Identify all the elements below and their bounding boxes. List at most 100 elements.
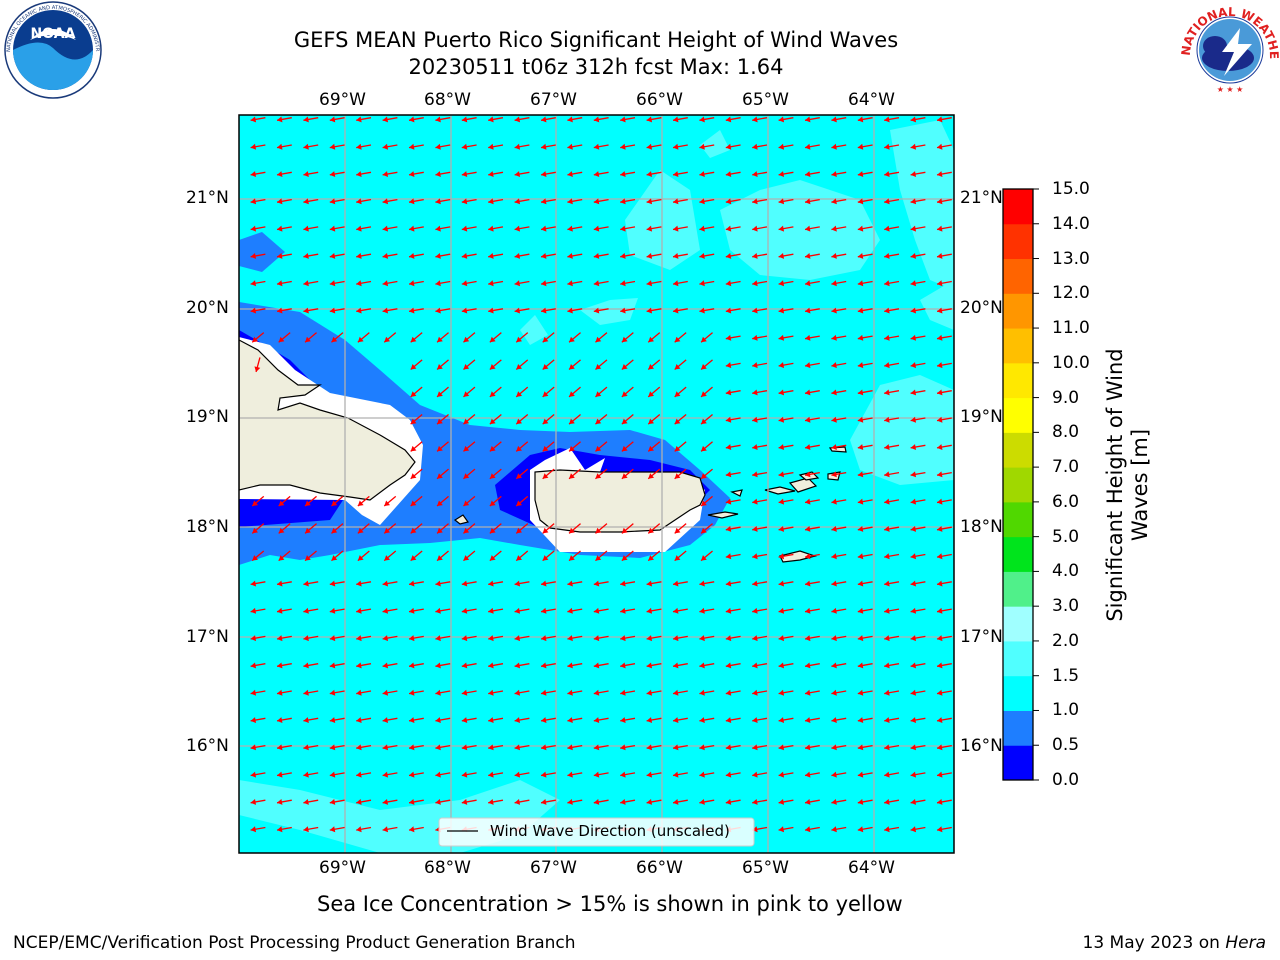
wind-wave-arrowhead xyxy=(857,498,864,505)
wind-wave-arrowhead xyxy=(542,527,549,534)
wind-wave-arrowhead xyxy=(252,336,259,343)
wind-wave-arrowhead xyxy=(910,498,917,505)
wind-wave-arrowhead xyxy=(910,744,917,751)
wind-wave-arrowhead xyxy=(329,717,336,723)
wind-wave-arrowhead xyxy=(593,580,600,587)
wind-wave-arrowhead xyxy=(884,525,890,532)
wind-wave-arrowhead xyxy=(461,252,468,259)
wind-wave-arrowhead xyxy=(725,635,732,642)
wind-wave-arrowhead xyxy=(805,498,811,505)
wind-wave-arrowhead xyxy=(910,607,917,614)
wind-wave-arrowhead xyxy=(621,473,628,479)
wind-wave-arrowhead xyxy=(435,744,441,751)
wind-wave-arrowhead xyxy=(884,717,890,723)
wind-wave-arrowhead xyxy=(410,473,417,479)
colorbar-tick-label: 0.5 xyxy=(1052,735,1080,756)
wind-wave-arrowhead xyxy=(329,662,336,669)
wind-wave-arrowhead xyxy=(463,445,470,452)
wind-wave-arrowhead xyxy=(778,198,785,205)
wind-wave-arrowhead xyxy=(805,171,811,177)
wind-wave-arrowhead xyxy=(673,225,679,232)
wind-wave-arrowhead xyxy=(384,527,391,534)
wind-wave-arrowhead xyxy=(937,662,943,669)
wind-wave-arrowhead xyxy=(595,391,602,397)
wind-wave-arrowhead xyxy=(725,225,732,232)
wind-wave-arrowhead xyxy=(621,364,628,370)
wind-wave-arrowhead xyxy=(725,471,732,478)
wind-wave-arrowhead xyxy=(620,307,626,314)
wind-wave-arrowhead xyxy=(805,416,811,423)
wind-wave-arrowhead xyxy=(778,498,785,505)
wind-wave-arrowhead xyxy=(593,662,600,669)
wind-wave-arrowhead xyxy=(514,798,521,805)
wind-wave-arrowhead xyxy=(437,445,443,452)
wind-wave-arrowhead xyxy=(752,389,758,396)
wind-wave-arrowhead xyxy=(277,717,283,723)
wind-wave-arrowhead xyxy=(410,391,417,397)
wind-wave-arrowhead xyxy=(329,635,336,642)
wind-wave-arrowhead xyxy=(329,225,336,232)
wind-wave-arrowhead xyxy=(303,689,309,696)
wind-wave-arrowhead xyxy=(382,198,389,205)
wind-wave-arrowhead xyxy=(569,391,575,397)
map-frame xyxy=(238,114,955,854)
wind-wave-arrowhead xyxy=(488,198,494,205)
wind-wave-arrowhead xyxy=(648,364,655,370)
wind-wave-arrowhead xyxy=(488,116,494,123)
wind-wave-arrowhead xyxy=(725,171,732,177)
wind-wave-arrowhead xyxy=(778,171,785,177)
wind-wave-arrowhead xyxy=(382,225,389,232)
lon-tick-bottom: 66°W xyxy=(636,858,683,878)
wind-wave-arrowhead xyxy=(752,607,758,614)
wind-wave-arrowhead xyxy=(620,689,626,696)
wind-wave-arrowhead xyxy=(857,689,864,696)
wind-wave-arrowhead xyxy=(646,717,653,723)
wind-wave-arrowhead xyxy=(356,744,362,751)
lon-tick-bottom: 69°W xyxy=(319,858,366,878)
wind-wave-arrowhead xyxy=(435,252,441,259)
wind-wave-arrowhead xyxy=(778,744,785,751)
wind-wave-arrowhead xyxy=(541,771,547,778)
footer-host: Hera xyxy=(1225,933,1266,953)
colorbar-tick-label: 5.0 xyxy=(1052,526,1080,547)
lon-tick-top: 68°W xyxy=(424,90,471,110)
wind-wave-arrowhead xyxy=(488,252,494,259)
wind-wave-arrowhead xyxy=(250,826,257,833)
svg-text:NATIONAL WEATHER SERVICE: NATIONAL WEATHER SERVICE xyxy=(0,0,1280,59)
wind-wave-arrowhead xyxy=(778,798,785,805)
wind-wave-arrowhead xyxy=(752,525,758,532)
wind-wave-arrowhead xyxy=(569,473,575,479)
wind-wave-arrowhead xyxy=(514,280,521,287)
wind-wave-arrowhead xyxy=(409,252,415,259)
wind-wave-arrowhead xyxy=(831,334,837,341)
wind-wave-arrowhead xyxy=(303,662,309,669)
wind-wave-arrowhead xyxy=(778,580,785,587)
wind-wave-arrowhead xyxy=(752,225,758,232)
wind-wave-arrowhead xyxy=(884,171,890,177)
wind-wave-arrowhead xyxy=(831,662,837,669)
wind-wave-arrowhead xyxy=(805,252,811,259)
wind-wave-arrowhead xyxy=(331,527,338,534)
wind-wave-arrowhead xyxy=(805,607,811,614)
wind-wave-arrowhead xyxy=(437,336,443,343)
wind-wave-arrowhead xyxy=(461,580,468,587)
wind-wave-arrowhead xyxy=(567,225,573,232)
colorbar-segment xyxy=(1003,362,1033,399)
wind-wave-arrowhead xyxy=(593,307,600,314)
lat-tick-right: 16°N xyxy=(960,736,1003,756)
wind-wave-arrowhead xyxy=(673,607,679,614)
wind-wave-arrowhead xyxy=(620,771,626,778)
wind-wave-arrowhead xyxy=(489,555,496,561)
wind-wave-arrowhead xyxy=(542,473,549,479)
chart-subtitle: 20230511 t06z 312h fcst Max: 1.64 xyxy=(408,55,784,79)
wind-wave-arrowhead xyxy=(725,771,732,778)
wind-wave-arrowhead xyxy=(805,143,811,150)
wind-wave-arrowhead xyxy=(725,307,732,314)
wind-wave-arrowhead xyxy=(437,391,443,397)
wind-wave-arrowhead xyxy=(778,826,785,833)
wind-wave-arrowhead xyxy=(673,116,679,123)
wind-wave-arrowhead xyxy=(516,391,523,397)
wind-wave-arrowhead xyxy=(461,635,468,642)
wind-wave-arrowhead xyxy=(303,280,309,287)
wind-wave-arrowhead xyxy=(646,252,653,259)
